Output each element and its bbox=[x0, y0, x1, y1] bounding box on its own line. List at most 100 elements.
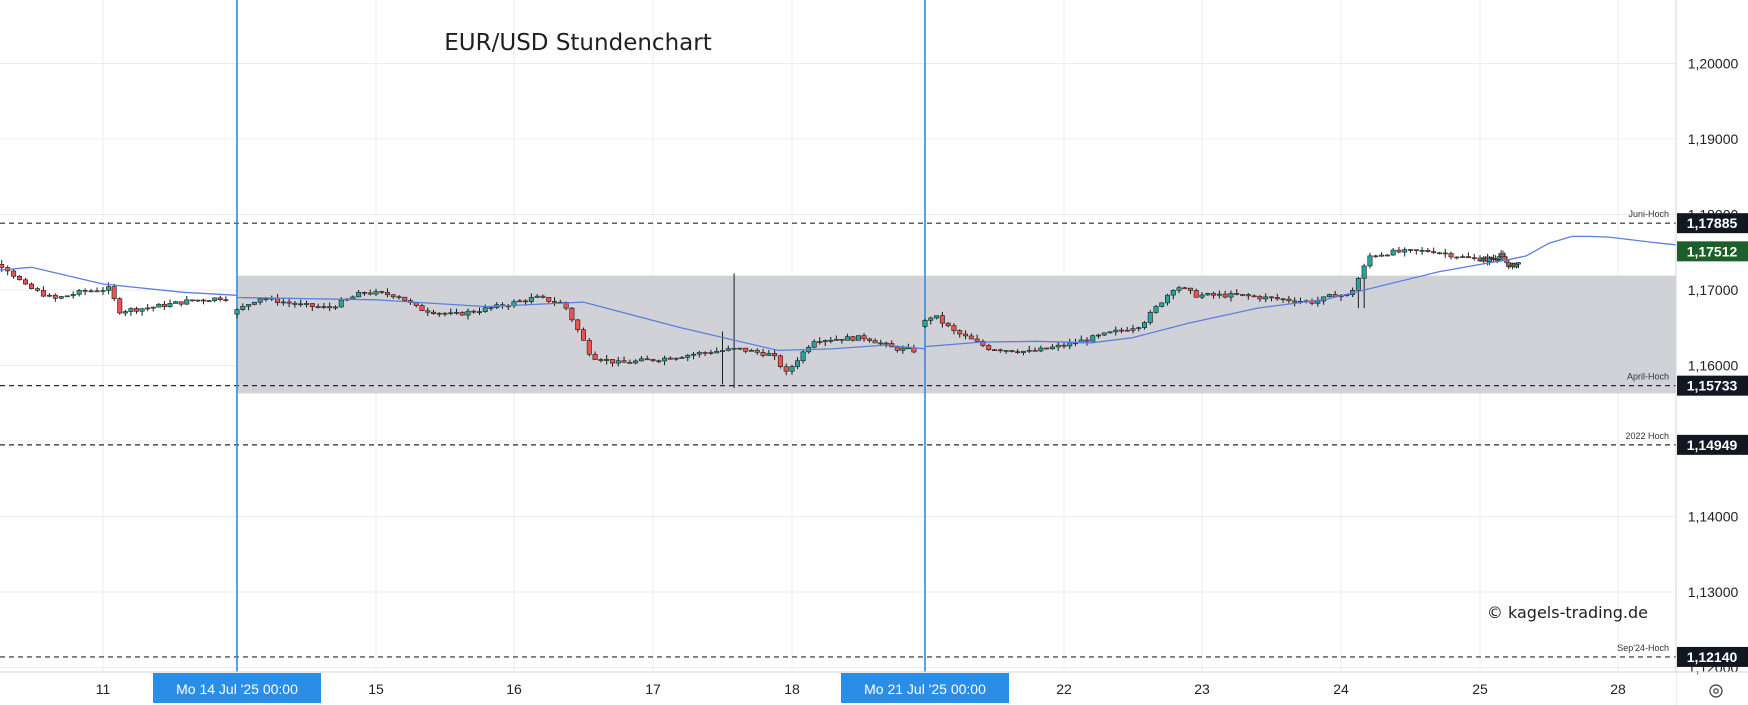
candle-down bbox=[82, 290, 88, 292]
candle-down bbox=[134, 308, 140, 312]
gear-icon[interactable] bbox=[1709, 684, 1723, 698]
candle-up bbox=[679, 357, 685, 359]
chart-title: EUR/USD Stundenchart bbox=[444, 30, 711, 56]
candle-up bbox=[448, 312, 454, 315]
candle-down bbox=[52, 294, 58, 299]
candle-up bbox=[719, 350, 725, 352]
candle-down bbox=[286, 301, 292, 304]
candle-up bbox=[1390, 249, 1396, 256]
candle-up bbox=[145, 307, 151, 310]
candle-down bbox=[361, 291, 367, 294]
candle-up bbox=[167, 303, 173, 307]
candle-down bbox=[974, 338, 980, 342]
candle-down bbox=[419, 305, 425, 312]
candle-down bbox=[1234, 293, 1240, 295]
candle-up bbox=[1101, 332, 1107, 336]
candle-down bbox=[1269, 296, 1275, 299]
candle-down bbox=[1032, 349, 1038, 352]
candle-up bbox=[332, 306, 338, 309]
time-tick-label: 24 bbox=[1333, 681, 1349, 697]
candle-up bbox=[1228, 293, 1234, 298]
candle-up bbox=[1367, 255, 1373, 267]
candle-down bbox=[754, 349, 760, 353]
candle-up bbox=[662, 357, 668, 362]
candle-up bbox=[100, 290, 106, 292]
candle-down bbox=[783, 366, 789, 372]
candle-up bbox=[714, 351, 720, 354]
candle-down bbox=[586, 339, 592, 355]
candle-up bbox=[800, 351, 806, 362]
candle-down bbox=[1240, 294, 1246, 296]
candle-up bbox=[748, 349, 754, 352]
candle-up bbox=[696, 352, 702, 355]
candle-down bbox=[34, 288, 40, 291]
candle-up bbox=[1067, 342, 1073, 347]
candle-up bbox=[1142, 322, 1148, 328]
candle-down bbox=[772, 353, 778, 357]
candle-up bbox=[691, 353, 697, 356]
candle-up bbox=[1263, 296, 1269, 300]
candle-up bbox=[1379, 254, 1385, 257]
candle-down bbox=[592, 354, 598, 360]
candle-up bbox=[811, 341, 817, 348]
level-price-label: 1,17885 bbox=[1687, 215, 1738, 231]
candle-up bbox=[1361, 265, 1367, 279]
candle-up bbox=[58, 296, 64, 299]
time-axis-labels: 11 15 16 17 18 22 23 24 25 28 Mo 14 Jul '25 00:00 M… bbox=[96, 673, 1626, 703]
candle-down bbox=[1448, 253, 1454, 258]
candle-down bbox=[1124, 329, 1130, 332]
candle-down bbox=[957, 330, 963, 335]
candle-down bbox=[430, 311, 436, 314]
candle-up bbox=[1153, 306, 1159, 313]
candle-down bbox=[580, 329, 586, 341]
candle-down bbox=[223, 299, 229, 302]
price-axis[interactable] bbox=[1676, 0, 1748, 672]
time-tick-label: 18 bbox=[784, 681, 800, 697]
level-price-tag bbox=[1677, 375, 1748, 396]
level-name: April-Hoch bbox=[1627, 372, 1669, 382]
candle-up bbox=[731, 347, 737, 350]
candle-up bbox=[1096, 334, 1102, 337]
candle-down bbox=[1188, 287, 1194, 291]
candle-down bbox=[379, 291, 385, 293]
candle-down bbox=[644, 358, 650, 361]
candle-down bbox=[839, 339, 845, 341]
candle-down bbox=[396, 296, 402, 299]
candle-down bbox=[1431, 251, 1437, 254]
candle-down bbox=[817, 341, 823, 343]
level-name: Juni-Hoch bbox=[1628, 209, 1669, 219]
candle-up bbox=[156, 303, 162, 308]
candle-up bbox=[1460, 256, 1466, 258]
candle-up bbox=[184, 299, 190, 305]
candle-down bbox=[1044, 347, 1050, 350]
candle-up bbox=[46, 294, 52, 297]
candle-down bbox=[367, 292, 373, 295]
candle-down bbox=[621, 360, 627, 363]
candle-up bbox=[122, 311, 128, 314]
candle-up bbox=[1165, 294, 1171, 304]
time-tick-label: 28 bbox=[1610, 681, 1626, 697]
time-tick-label: 15 bbox=[368, 681, 384, 697]
candle-up bbox=[465, 310, 471, 316]
candle-down bbox=[883, 342, 889, 345]
candle-up bbox=[251, 301, 257, 305]
candle-up bbox=[453, 311, 459, 314]
candle-down bbox=[894, 346, 900, 351]
candle-down bbox=[986, 345, 992, 351]
date-marker-label: Mo 14 Jul '25 00:00 bbox=[176, 681, 298, 697]
price-axis-labels: 1,200001,190001,180001,170001,160001,140… bbox=[1677, 56, 1748, 676]
candle-up bbox=[685, 354, 691, 358]
candle-down bbox=[980, 340, 986, 346]
price-tick-label: 1,16000 bbox=[1688, 358, 1739, 374]
candle-up bbox=[737, 347, 743, 350]
level-name: 2022 Hoch bbox=[1625, 431, 1669, 441]
candle-up bbox=[488, 307, 494, 309]
candle-up bbox=[934, 315, 940, 319]
candle-down bbox=[552, 301, 558, 303]
candle-down bbox=[627, 362, 633, 364]
candle-down bbox=[111, 286, 117, 299]
candle-down bbox=[1373, 255, 1379, 258]
candle-down bbox=[1182, 287, 1188, 290]
candle-down bbox=[968, 335, 974, 340]
